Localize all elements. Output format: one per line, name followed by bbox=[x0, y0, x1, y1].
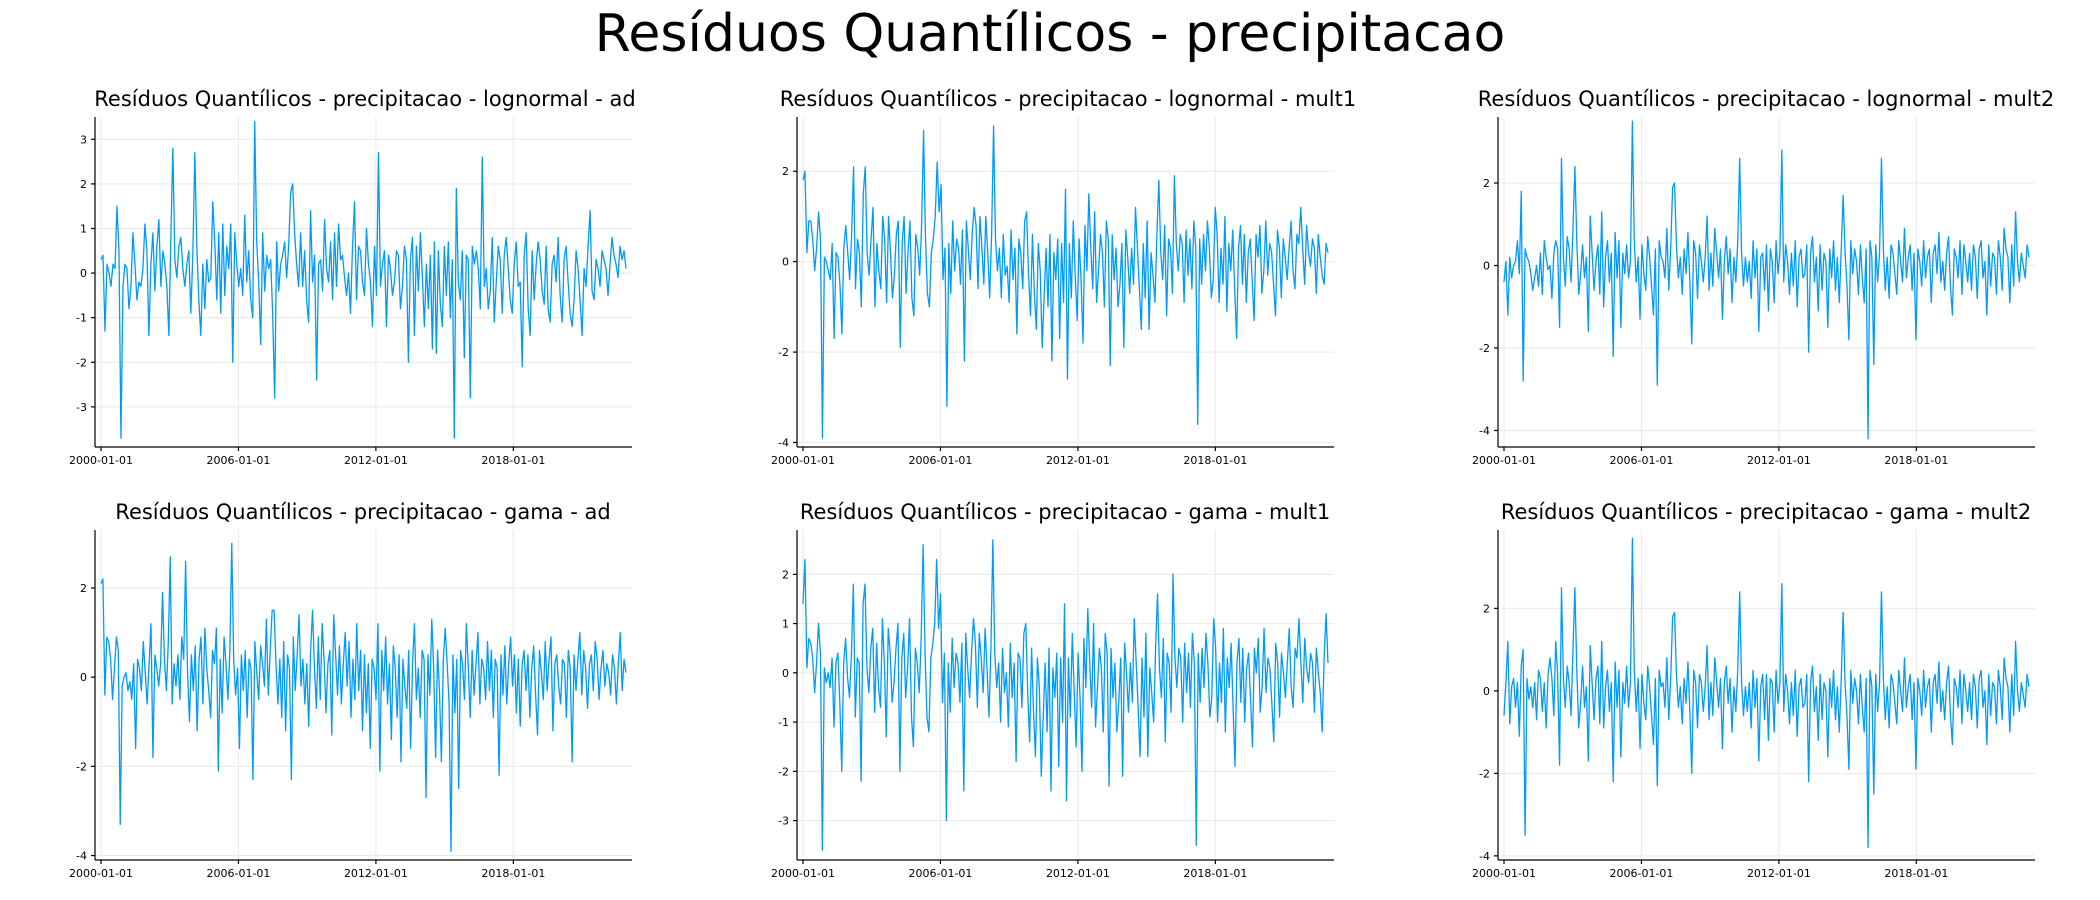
x-tick-label: 2018-01-01 bbox=[481, 454, 545, 467]
y-tick-label: 2 bbox=[1483, 177, 1490, 190]
subplot-title: Resíduos Quantílicos - precipitacao - lo… bbox=[780, 87, 1356, 111]
x-tick-label: 2018-01-01 bbox=[481, 867, 545, 880]
y-tick-label: -2 bbox=[76, 356, 87, 369]
series-line bbox=[100, 542, 627, 852]
y-tick-label: 0 bbox=[80, 671, 87, 684]
x-tick-label: 2006-01-01 bbox=[1609, 867, 1673, 880]
y-tick-label: -4 bbox=[1479, 850, 1490, 863]
y-tick-label: -3 bbox=[778, 815, 789, 828]
y-tick-label: -2 bbox=[778, 346, 789, 359]
x-tick-label: 2012-01-01 bbox=[1046, 454, 1110, 467]
subplot-3: Resíduos Quantílicos - precipitacao - lo… bbox=[1472, 87, 2054, 467]
subplot-title: Resíduos Quantílicos - precipitacao - ga… bbox=[800, 500, 1330, 524]
y-tick-label: 1 bbox=[80, 222, 87, 235]
y-tick-label: 2 bbox=[80, 178, 87, 191]
subplot-4: Resíduos Quantílicos - precipitacao - ga… bbox=[69, 500, 632, 880]
x-tick-label: 2006-01-01 bbox=[1609, 454, 1673, 467]
y-tick-label: -2 bbox=[778, 765, 789, 778]
y-tick-label: -2 bbox=[1479, 342, 1490, 355]
y-tick-label: -4 bbox=[778, 436, 789, 449]
y-tick-label: 1 bbox=[782, 618, 789, 631]
y-tick-label: -4 bbox=[1479, 425, 1490, 438]
series-line bbox=[1503, 537, 2030, 849]
y-tick-label: 0 bbox=[1483, 260, 1490, 273]
figure-title: Resíduos Quantílicos - precipitacao bbox=[594, 4, 1506, 64]
y-tick-label: -1 bbox=[76, 312, 87, 325]
x-tick-label: 2000-01-01 bbox=[69, 454, 133, 467]
y-tick-label: 0 bbox=[80, 267, 87, 280]
x-tick-label: 2012-01-01 bbox=[1046, 867, 1110, 880]
subplot-6: Resíduos Quantílicos - precipitacao - ga… bbox=[1472, 500, 2035, 880]
subplot-1: Resíduos Quantílicos - precipitacao - lo… bbox=[69, 87, 636, 467]
x-tick-label: 2006-01-01 bbox=[908, 454, 972, 467]
x-tick-label: 2000-01-01 bbox=[771, 454, 835, 467]
y-tick-label: -3 bbox=[76, 401, 87, 414]
x-tick-label: 2006-01-01 bbox=[206, 867, 270, 880]
subplot-title: Resíduos Quantílicos - precipitacao - ga… bbox=[115, 500, 610, 524]
x-tick-label: 2000-01-01 bbox=[69, 867, 133, 880]
subplot-title: Resíduos Quantílicos - precipitacao - lo… bbox=[94, 87, 635, 111]
y-tick-label: -1 bbox=[778, 716, 789, 729]
y-tick-label: 0 bbox=[1483, 685, 1490, 698]
series-line bbox=[802, 125, 1329, 439]
y-tick-label: 2 bbox=[782, 165, 789, 178]
x-tick-label: 2018-01-01 bbox=[1183, 454, 1247, 467]
y-tick-label: -2 bbox=[1479, 767, 1490, 780]
series-line bbox=[100, 120, 627, 439]
series-line bbox=[802, 539, 1329, 851]
x-tick-label: 2000-01-01 bbox=[771, 867, 835, 880]
y-tick-label: 2 bbox=[782, 568, 789, 581]
x-tick-label: 2018-01-01 bbox=[1884, 454, 1948, 467]
x-tick-label: 2018-01-01 bbox=[1884, 867, 1948, 880]
x-tick-label: 2012-01-01 bbox=[344, 867, 408, 880]
y-tick-label: -4 bbox=[76, 850, 87, 863]
x-tick-label: 2012-01-01 bbox=[1747, 454, 1811, 467]
y-tick-label: -2 bbox=[76, 760, 87, 773]
x-tick-label: 2012-01-01 bbox=[1747, 867, 1811, 880]
y-tick-label: 2 bbox=[1483, 602, 1490, 615]
y-tick-label: 3 bbox=[80, 133, 87, 146]
subplot-5: Resíduos Quantílicos - precipitacao - ga… bbox=[771, 500, 1334, 880]
subplot-2: Resíduos Quantílicos - precipitacao - lo… bbox=[771, 87, 1356, 467]
x-tick-label: 2006-01-01 bbox=[206, 454, 270, 467]
subplot-title: Resíduos Quantílicos - precipitacao - lo… bbox=[1478, 87, 2054, 111]
series-line bbox=[1503, 120, 2030, 440]
y-tick-label: 2 bbox=[80, 582, 87, 595]
subplot-title: Resíduos Quantílicos - precipitacao - ga… bbox=[1501, 500, 2031, 524]
x-tick-label: 2012-01-01 bbox=[344, 454, 408, 467]
y-tick-label: 0 bbox=[782, 256, 789, 269]
y-tick-label: 0 bbox=[782, 667, 789, 680]
x-tick-label: 2018-01-01 bbox=[1183, 867, 1247, 880]
x-tick-label: 2000-01-01 bbox=[1472, 454, 1536, 467]
x-tick-label: 2000-01-01 bbox=[1472, 867, 1536, 880]
x-tick-label: 2006-01-01 bbox=[908, 867, 972, 880]
